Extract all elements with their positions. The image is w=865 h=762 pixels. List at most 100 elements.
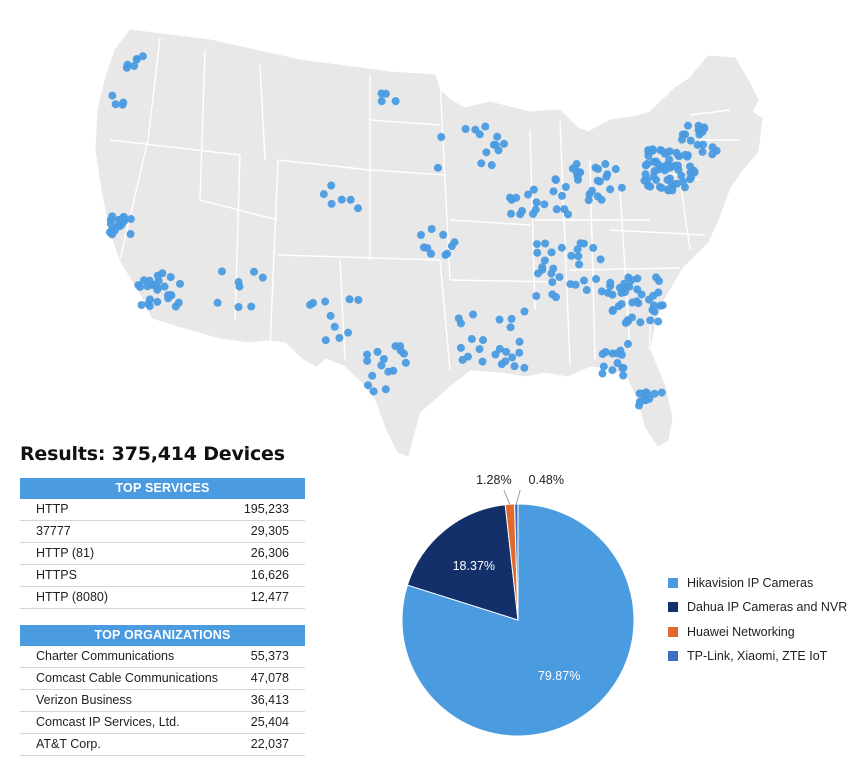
device-dot: [685, 175, 694, 184]
device-dot: [176, 279, 185, 288]
device-dot: [637, 290, 646, 299]
device-dot: [108, 91, 117, 100]
org-name: Comcast Cable Communications: [36, 671, 219, 685]
state-border: [269, 159, 279, 351]
device-dot: [679, 177, 688, 186]
device-dot: [137, 301, 146, 310]
device-dot: [319, 190, 328, 199]
device-dot: [158, 269, 167, 278]
table-row: Verizon Business 36,413: [20, 690, 305, 712]
device-dot: [616, 346, 625, 355]
table-row: Comcast Cable Communications 47,078: [20, 668, 305, 690]
device-dot: [326, 311, 335, 320]
device-dot: [652, 273, 661, 282]
state-border: [439, 259, 451, 371]
device-dot: [491, 141, 500, 150]
pie-slice: [401, 503, 635, 737]
device-dot: [678, 130, 687, 139]
device-dot: [160, 282, 169, 291]
device-dot: [582, 286, 591, 295]
device-dot: [145, 302, 154, 311]
device-dot: [549, 187, 558, 196]
device-dot: [364, 381, 373, 390]
device-dot: [644, 151, 653, 160]
device-dot: [657, 388, 666, 397]
device-dot: [217, 267, 226, 276]
vendor-pie-chart: 79.87% 18.37% 1.28% 0.48%: [401, 473, 635, 737]
device-dot: [673, 179, 682, 188]
device-dot: [344, 328, 353, 337]
device-dot: [665, 155, 674, 164]
device-dot: [138, 52, 147, 61]
device-dot: [540, 256, 549, 265]
device-dot: [552, 205, 561, 214]
device-dot: [632, 297, 641, 306]
pie-leader-line: [503, 489, 511, 505]
legend-item: Hikavision IP Cameras: [668, 575, 847, 591]
device-dot: [555, 273, 564, 282]
pie-slice: [406, 504, 519, 621]
device-dot: [552, 293, 561, 302]
state-border: [259, 64, 266, 161]
device-dot: [683, 152, 692, 161]
pie-slice: [513, 503, 519, 621]
device-dot: [456, 319, 465, 328]
device-dot: [389, 366, 398, 375]
org-name: Charter Communications: [36, 649, 175, 663]
device-dot: [524, 190, 533, 199]
device-dot: [482, 148, 491, 157]
device-dot: [258, 273, 267, 282]
device-dot: [623, 340, 632, 349]
device-dot: [549, 264, 558, 273]
device-dot: [458, 355, 467, 364]
device-dot: [213, 298, 222, 307]
table-row: AT&T Corp. 22,037: [20, 734, 305, 756]
device-dot: [234, 278, 243, 287]
device-dot: [541, 239, 550, 248]
device-dot: [507, 209, 516, 218]
device-dot: [580, 276, 589, 285]
org-count: 47,078: [250, 671, 289, 685]
device-dot: [608, 366, 617, 375]
device-dot: [337, 195, 346, 204]
device-dot: [700, 123, 709, 132]
device-dot: [477, 159, 486, 168]
device-dot: [635, 397, 644, 406]
device-dot: [532, 240, 541, 249]
device-dot: [604, 288, 613, 297]
device-dot: [145, 295, 154, 304]
pie-data-label: 18.37%: [453, 559, 495, 573]
top-services-table: TOP SERVICES HTTP 195,233 37777 29,305 HTT…: [20, 478, 305, 609]
top-organizations-header: TOP ORGANIZATIONS: [20, 625, 305, 646]
device-dot: [495, 315, 504, 324]
device-dot: [126, 230, 135, 239]
legend-swatch: [668, 602, 678, 613]
state-border: [609, 229, 706, 236]
service-count: 195,233: [243, 502, 289, 516]
device-dot: [686, 168, 695, 177]
device-dot: [497, 360, 506, 369]
device-dot: [354, 295, 363, 304]
state-border: [109, 139, 241, 156]
device-dot: [377, 97, 386, 106]
device-dot: [502, 347, 511, 356]
device-dot: [234, 303, 243, 312]
device-dot: [621, 318, 630, 327]
device-dot: [335, 333, 344, 342]
state-border: [234, 154, 241, 321]
device-dot: [540, 200, 549, 209]
device-dot: [572, 160, 581, 169]
state-border: [277, 159, 371, 171]
device-dot: [598, 369, 607, 378]
device-dot: [547, 248, 556, 257]
device-dot: [665, 174, 674, 183]
device-dot: [652, 175, 661, 184]
org-count: 36,413: [250, 693, 289, 707]
device-dot: [613, 359, 622, 368]
device-dot: [437, 133, 446, 142]
device-dot: [693, 140, 702, 149]
pie-legend: Hikavision IP Cameras Dahua IP Cameras a…: [668, 575, 847, 672]
device-dot: [599, 362, 608, 371]
service-name: HTTPS: [36, 568, 77, 582]
device-dot: [698, 147, 707, 156]
